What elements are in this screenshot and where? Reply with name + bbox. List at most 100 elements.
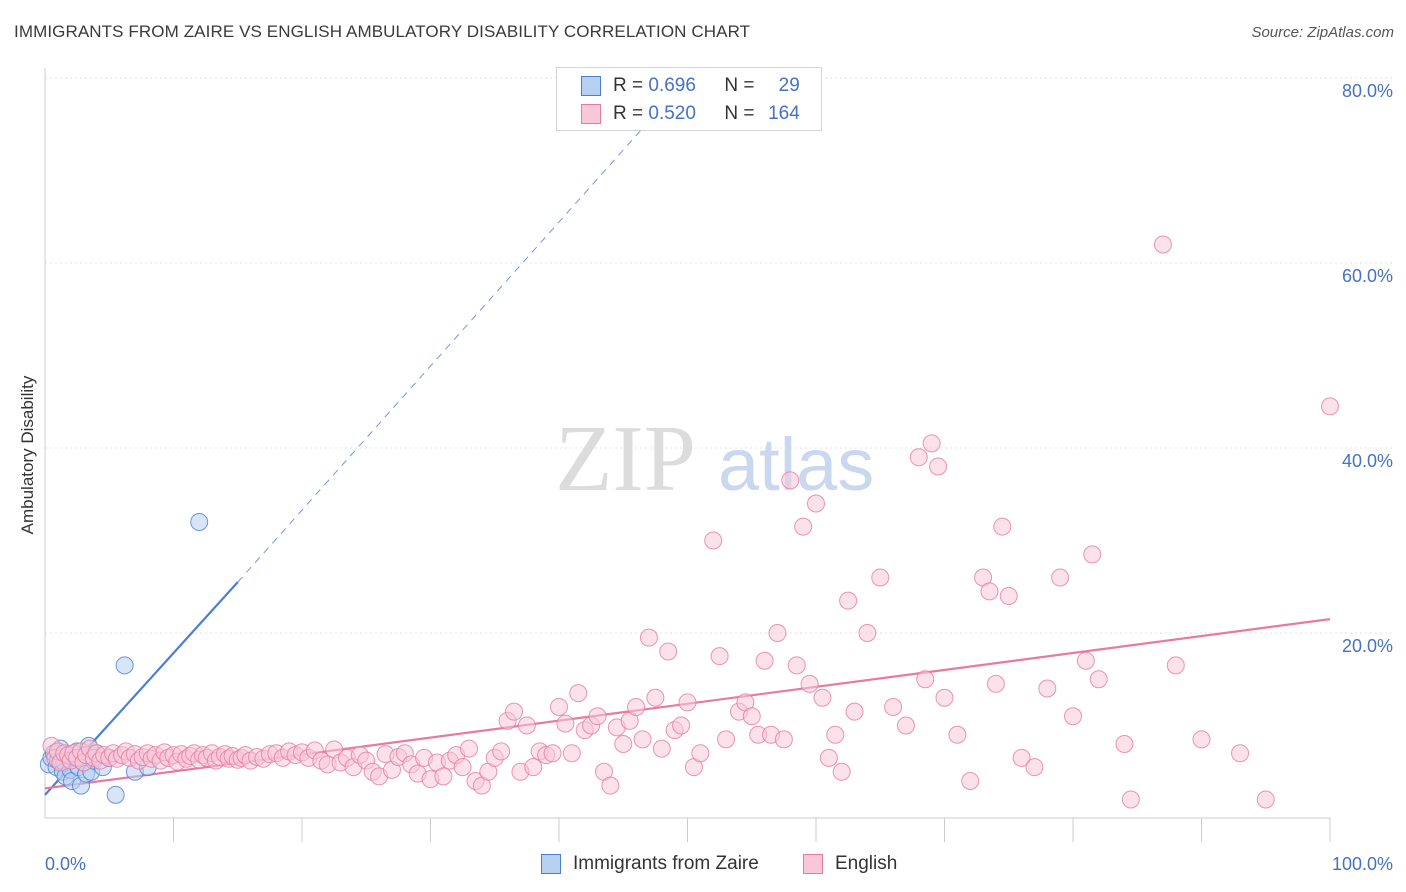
point-english <box>1231 744 1250 763</box>
point-english <box>601 776 620 795</box>
point-english <box>717 730 736 749</box>
point-english <box>652 739 671 758</box>
legend-row-english: R = 0.520 N = 164 <box>581 101 800 127</box>
bottom-legend-label-english: English <box>835 853 898 874</box>
point-english <box>1121 790 1140 809</box>
point-english <box>550 698 568 716</box>
point-english <box>742 707 761 726</box>
point-english <box>524 758 543 777</box>
n-value: 164 <box>768 103 800 124</box>
point-zaire <box>106 785 125 804</box>
tick-labels: 20.0% 40.0% 60.0% 80.0% 0.0% 100.0% <box>45 81 1393 874</box>
point-english <box>800 674 819 693</box>
point-english <box>646 688 665 707</box>
point-english <box>562 744 581 763</box>
r-label: R = <box>613 75 644 96</box>
point-english <box>1051 568 1070 587</box>
n-label: N = <box>724 103 755 124</box>
point-english <box>916 670 935 689</box>
legend-swatch-zaire <box>581 76 601 96</box>
point-english <box>569 684 588 703</box>
point-english <box>1256 790 1275 809</box>
y-tick-label: 40.0% <box>1342 451 1393 471</box>
point-english <box>1083 545 1102 564</box>
point-english <box>453 758 472 777</box>
watermark-zip: ZIP <box>555 407 696 511</box>
point-english <box>1192 730 1211 749</box>
r-value: 0.696 <box>648 75 696 96</box>
point-zaire <box>190 513 209 531</box>
grid-lines <box>45 77 1392 634</box>
point-english <box>1012 748 1031 767</box>
point-english <box>691 744 710 763</box>
point-english <box>819 748 838 767</box>
legend-row-zaire: R = 0.696 N = 29 <box>581 73 800 99</box>
watermark: ZIP atlas <box>555 407 874 511</box>
chart-title: IMMIGRANTS FROM ZAIRE VS ENGLISH AMBULAT… <box>14 22 751 41</box>
point-english <box>845 702 864 721</box>
point-english <box>787 656 806 675</box>
point-english <box>807 494 825 513</box>
watermark-atlas: atlas <box>718 423 874 506</box>
point-english <box>1153 235 1172 254</box>
data-points <box>39 235 1339 809</box>
r-label: R = <box>613 103 644 124</box>
trend-extension-zaire <box>237 77 688 583</box>
point-english <box>896 716 915 735</box>
bottom-legend-swatch-english <box>803 854 823 874</box>
legend-swatch-english <box>581 104 601 124</box>
bottom-legend-zaire: Immigrants from Zaire <box>541 851 759 877</box>
point-english <box>986 674 1005 693</box>
bottom-legend-label-zaire: Immigrants from Zaire <box>573 853 759 874</box>
point-english <box>884 698 903 716</box>
point-zaire <box>115 656 134 675</box>
n-value: 29 <box>778 75 800 96</box>
point-english <box>832 762 851 781</box>
point-english <box>1076 651 1095 670</box>
point-english <box>678 693 697 712</box>
point-english <box>659 642 678 661</box>
point-english <box>672 716 691 735</box>
bottom-legend-english: English <box>803 851 897 877</box>
point-english <box>929 457 948 476</box>
point-english <box>639 628 658 647</box>
point-english <box>1025 758 1044 777</box>
point-english <box>1038 679 1057 698</box>
point-english <box>909 448 928 467</box>
point-english <box>704 531 723 550</box>
point-english <box>858 624 877 642</box>
x-tick-label: 0.0% <box>45 854 86 874</box>
point-english <box>922 434 941 453</box>
n-label: N = <box>724 75 755 96</box>
point-english <box>871 568 890 587</box>
bottom-legend-swatch-zaire <box>541 854 561 874</box>
point-english <box>627 698 646 716</box>
point-english <box>948 725 967 744</box>
source-label: Source: ZipAtlas.com <box>1251 24 1394 41</box>
point-english <box>1321 397 1339 416</box>
point-english <box>1089 670 1108 689</box>
point-english <box>1115 735 1134 753</box>
point-english <box>460 739 479 758</box>
point-english <box>710 647 729 666</box>
point-english <box>614 735 633 753</box>
stats-legend: R = 0.696 N = 29 R = 0.520 N = 164 <box>556 67 822 131</box>
point-english <box>755 651 774 670</box>
point-english <box>935 688 954 707</box>
r-value: 0.520 <box>648 103 696 124</box>
point-english <box>768 624 787 642</box>
y-tick-label: 80.0% <box>1342 81 1393 101</box>
axes <box>44 68 1331 842</box>
point-english <box>774 730 793 749</box>
point-english <box>505 702 524 721</box>
point-english <box>993 517 1012 536</box>
point-english <box>794 517 813 536</box>
point-english <box>588 707 607 726</box>
y-tick-label: 20.0% <box>1342 636 1393 656</box>
point-english <box>517 716 536 735</box>
point-english <box>961 772 980 790</box>
point-english <box>543 744 562 763</box>
point-english <box>980 582 999 601</box>
point-english <box>492 742 511 761</box>
